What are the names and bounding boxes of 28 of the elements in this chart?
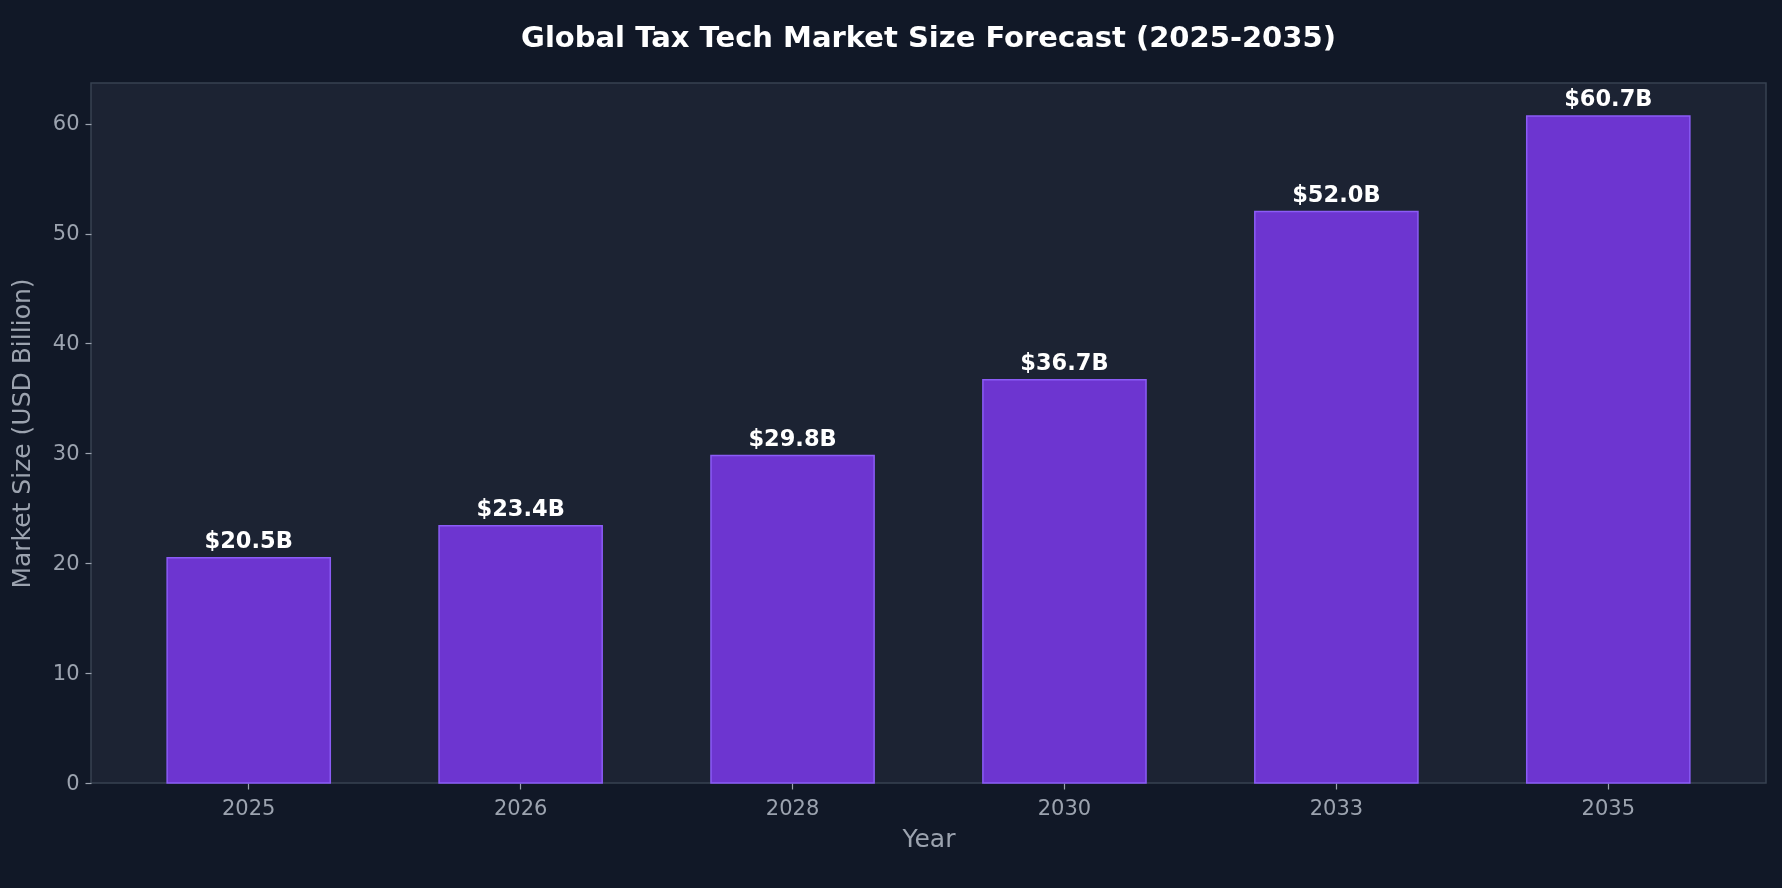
- y-tick-label: 10: [52, 660, 80, 685]
- y-tick-label: 60: [52, 111, 80, 136]
- y-axis-title: Market Size (USD Billion): [6, 278, 36, 589]
- data-label: $29.8B: [748, 424, 837, 451]
- x-tick-label: 2035: [1581, 795, 1636, 820]
- data-label: $20.5B: [204, 526, 293, 553]
- chart-title: Global Tax Tech Market Size Forecast (2025-2035): [521, 20, 1336, 54]
- bar: [166, 556, 332, 784]
- y-tick-label: 20: [52, 550, 80, 575]
- bar: [710, 454, 875, 784]
- x-tick-label: 2028: [765, 795, 820, 820]
- bar: [982, 378, 1147, 784]
- bar: [1525, 115, 1691, 784]
- bar: [1254, 210, 1419, 784]
- x-tick-label: 2033: [1309, 795, 1364, 820]
- y-tick-label: 50: [52, 221, 80, 246]
- bar: [438, 525, 603, 784]
- y-tick-label: 30: [52, 440, 80, 465]
- y-tick-label: 0: [66, 770, 80, 795]
- data-label: $36.7B: [1020, 348, 1109, 375]
- x-axis-title: Year: [901, 823, 957, 853]
- data-label: $23.4B: [476, 494, 565, 521]
- x-tick-label: 2026: [493, 795, 548, 820]
- data-label: $60.7B: [1564, 84, 1653, 111]
- y-tick-label: 40: [52, 330, 80, 355]
- data-label: $52.0B: [1292, 180, 1381, 207]
- x-tick-label: 2025: [221, 795, 276, 820]
- x-tick-label: 2030: [1037, 795, 1092, 820]
